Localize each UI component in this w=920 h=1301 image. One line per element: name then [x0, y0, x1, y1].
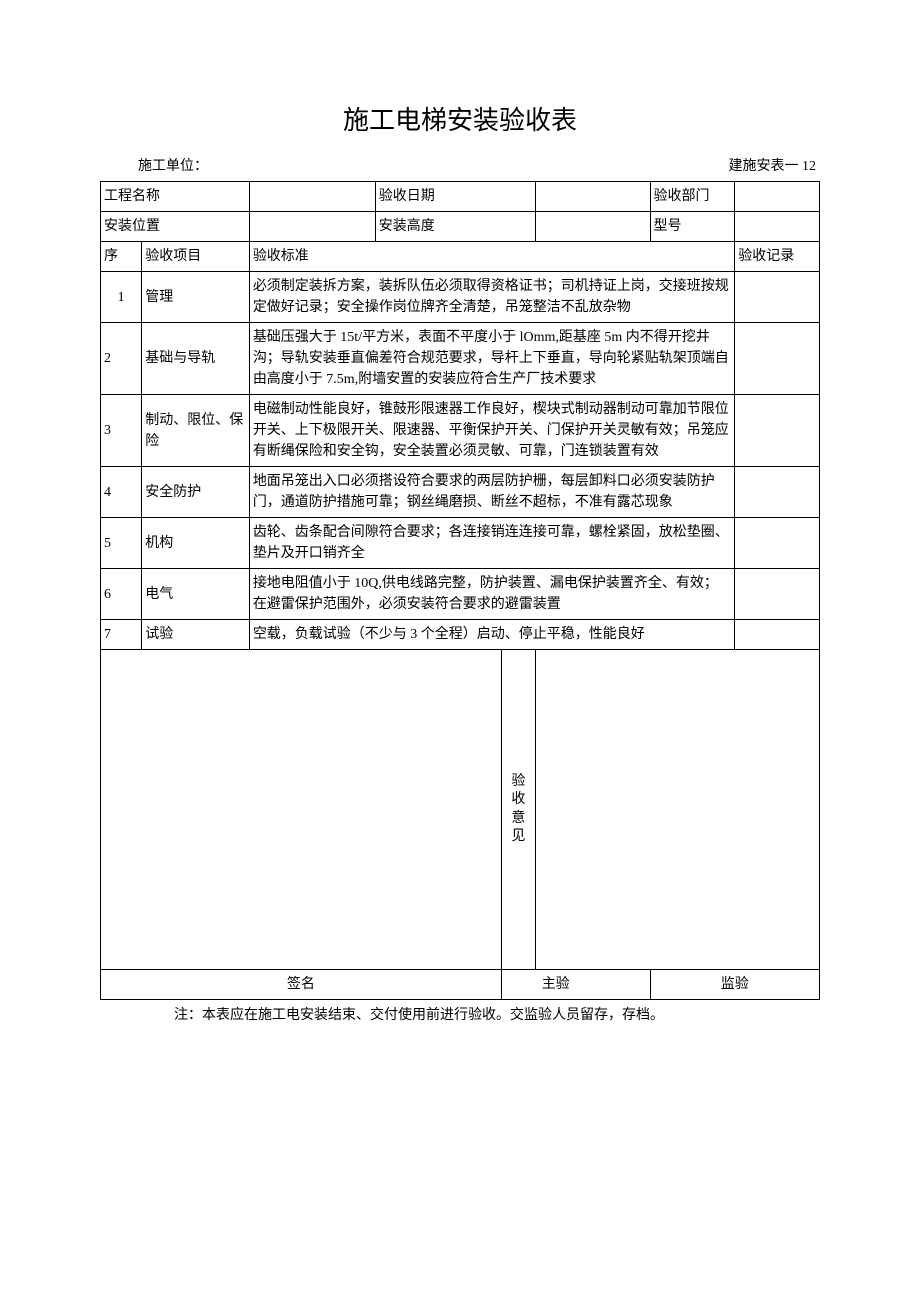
item-cell: 试验: [142, 620, 250, 650]
header-row: 施工单位： 建施安表一 12: [100, 155, 820, 175]
info-row-1: 工程名称 验收日期 验收部门: [101, 182, 820, 212]
project-name-value: [249, 182, 375, 212]
opinion-right-blank: [536, 650, 820, 970]
table-row: 2 基础与导轨 基础压强大于 15t/平方米，表面不平度小于 lOmm,距基座 …: [101, 323, 820, 395]
table-row: 7 试验 空载，负载试验（不少与 3 个全程）启动、停止平稳，性能良好: [101, 620, 820, 650]
col-standard: 验收标准: [249, 242, 734, 272]
supervisor-label: 监验: [650, 970, 819, 1000]
inspect-dept-value: [735, 182, 820, 212]
record-cell: [735, 323, 820, 395]
inspect-date-label: 验收日期: [375, 182, 535, 212]
standard-cell: 接地电阻值小于 10Q,供电线路完整，防护装置、漏电保护装置齐全、有效；在避雷保…: [249, 569, 734, 620]
table-row: 5 机构 齿轮、齿条配合间隙符合要求；各连接销连连接可靠，螺栓紧固，放松垫圈、垫…: [101, 518, 820, 569]
model-label: 型号: [650, 212, 735, 242]
install-pos-label: 安装位置: [101, 212, 250, 242]
inspection-table: 工程名称 验收日期 验收部门 安装位置 安装高度 型号 序 验收项目 验收标准 …: [100, 181, 820, 1000]
table-row: 6 电气 接地电阻值小于 10Q,供电线路完整，防护装置、漏电保护装置齐全、有效…: [101, 569, 820, 620]
seq-cell: 2: [101, 323, 142, 395]
record-cell: [735, 518, 820, 569]
col-record: 验收记录: [735, 242, 820, 272]
seq-cell: 4: [101, 467, 142, 518]
opinion-row: 验收意见: [101, 650, 820, 970]
standard-cell: 空载，负载试验（不少与 3 个全程）启动、停止平稳，性能良好: [249, 620, 734, 650]
column-header-row: 序 验收项目 验收标准 验收记录: [101, 242, 820, 272]
record-cell: [735, 620, 820, 650]
table-row: 4 安全防护 地面吊笼出入口必须搭设符合要求的两层防护栅，每层卸料口必须安装防护…: [101, 467, 820, 518]
standard-cell: 必须制定装拆方案，装拆队伍必须取得资格证书；司机持证上岗，交接班按规定做好记录；…: [249, 272, 734, 323]
main-inspector-label: 主验: [501, 970, 650, 1000]
inspect-dept-label: 验收部门: [650, 182, 735, 212]
standard-cell: 电磁制动性能良好，锥鼓形限速器工作良好，楔块式制动器制动可靠加节限位开关、上下极…: [249, 395, 734, 467]
item-cell: 机构: [142, 518, 250, 569]
seq-cell: 1: [101, 272, 142, 323]
record-cell: [735, 467, 820, 518]
item-cell: 管理: [142, 272, 250, 323]
page-title: 施工电梯安装验收表: [100, 100, 820, 137]
sign-row: 签名 主验 监验: [101, 970, 820, 1000]
table-row: 1 管理 必须制定装拆方案，装拆队伍必须取得资格证书；司机持证上岗，交接班按规定…: [101, 272, 820, 323]
seq-cell: 7: [101, 620, 142, 650]
install-pos-value: [249, 212, 375, 242]
project-name-label: 工程名称: [101, 182, 250, 212]
record-cell: [735, 272, 820, 323]
standard-cell: 基础压强大于 15t/平方米，表面不平度小于 lOmm,距基座 5m 内不得开挖…: [249, 323, 734, 395]
sign-label: 签名: [101, 970, 502, 1000]
seq-cell: 3: [101, 395, 142, 467]
info-row-2: 安装位置 安装高度 型号: [101, 212, 820, 242]
model-value: [735, 212, 820, 242]
item-cell: 制动、限位、保险: [142, 395, 250, 467]
install-height-label: 安装高度: [375, 212, 535, 242]
record-cell: [735, 395, 820, 467]
form-code: 建施安表一 12: [729, 155, 817, 175]
standard-cell: 齿轮、齿条配合间隙符合要求；各连接销连连接可靠，螺栓紧固，放松垫圈、垫片及开口销…: [249, 518, 734, 569]
inspect-date-value: [536, 182, 650, 212]
install-height-value: [536, 212, 650, 242]
item-cell: 基础与导轨: [142, 323, 250, 395]
footnote: 注：本表应在施工电安装结束、交付使用前进行验收。交监验人员留存，存档。: [100, 1000, 820, 1024]
standard-cell: 地面吊笼出入口必须搭设符合要求的两层防护栅，每层卸料口必须安装防护门，通道防护措…: [249, 467, 734, 518]
table-row: 3 制动、限位、保险 电磁制动性能良好，锥鼓形限速器工作良好，楔块式制动器制动可…: [101, 395, 820, 467]
col-seq: 序: [101, 242, 142, 272]
seq-cell: 6: [101, 569, 142, 620]
construction-unit-label: 施工单位：: [104, 155, 208, 175]
item-cell: 安全防护: [142, 467, 250, 518]
item-cell: 电气: [142, 569, 250, 620]
opinion-left-blank: [101, 650, 502, 970]
opinion-label: 验收意见: [501, 650, 535, 970]
seq-cell: 5: [101, 518, 142, 569]
record-cell: [735, 569, 820, 620]
col-item: 验收项目: [142, 242, 250, 272]
